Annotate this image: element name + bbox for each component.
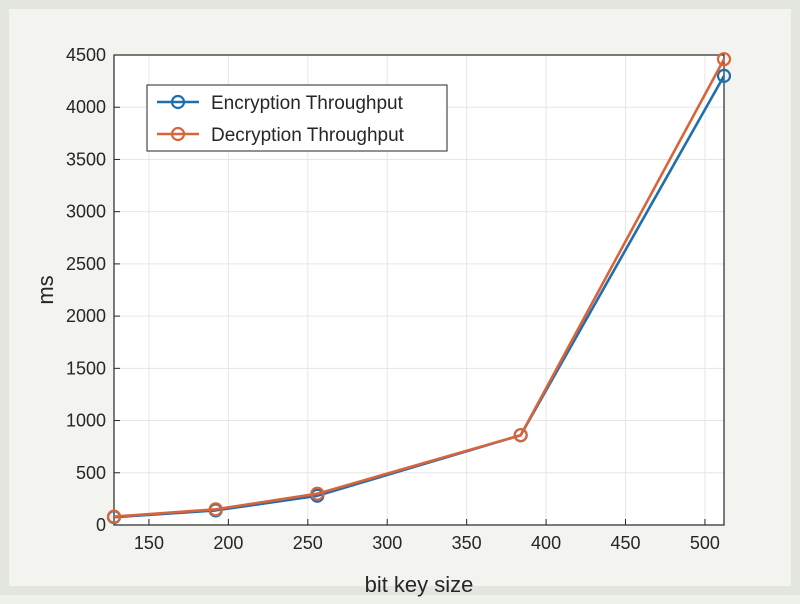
axes: [113, 54, 725, 526]
x-axis-label: bit key size: [365, 572, 474, 597]
y-tick-label: 4000: [66, 97, 106, 117]
y-tick-label: 2500: [66, 254, 106, 274]
y-tick-label: 500: [76, 463, 106, 483]
series-layer: [106, 52, 732, 525]
line-chart: 150 200 250 300 350 400 450 500 0 500 1000 1500 2000…: [33, 45, 732, 597]
x-tick-label: 500: [690, 533, 720, 553]
data-point-decryption: [208, 502, 223, 517]
x-tick-label: 350: [452, 533, 482, 553]
legend: Encryption Throughput Decryption Through…: [146, 84, 448, 152]
y-tick-label: 2000: [66, 306, 106, 326]
series-line-decryption: [113, 58, 726, 518]
legend-box: [146, 84, 448, 152]
data-point-decryption: [513, 428, 528, 443]
y-tick-label: 3000: [66, 202, 106, 222]
x-tick-label: 450: [610, 533, 640, 553]
y-tick-label: 1500: [66, 358, 106, 378]
y-axis-label: ms: [33, 275, 58, 304]
plot-border: [113, 54, 725, 526]
tick-labels: 150 200 250 300 350 400 450 500 0 500 1000 1500 2000…: [66, 45, 720, 553]
legend-marker-decryption: [170, 126, 186, 142]
data-point-decryption: [716, 52, 732, 67]
legend-label-decryption: Decryption Throughput: [211, 125, 405, 146]
y-tick-label: 0: [96, 515, 106, 535]
legend-marker-encryption: [170, 94, 186, 110]
x-tick-label: 250: [293, 533, 323, 553]
data-point-encryption: [716, 68, 732, 83]
y-tick-label: 3500: [66, 149, 106, 169]
data-point-decryption: [310, 486, 325, 501]
x-tick-label: 400: [531, 533, 561, 553]
x-tick-label: 150: [134, 533, 164, 553]
y-tick-label: 1000: [66, 411, 106, 431]
x-tick-label: 300: [372, 533, 402, 553]
x-tick-label: 200: [213, 533, 243, 553]
legend-label-encryption: Encryption Throughput: [211, 93, 404, 114]
y-tick-label: 4500: [66, 45, 106, 65]
data-point-decryption: [106, 509, 122, 524]
